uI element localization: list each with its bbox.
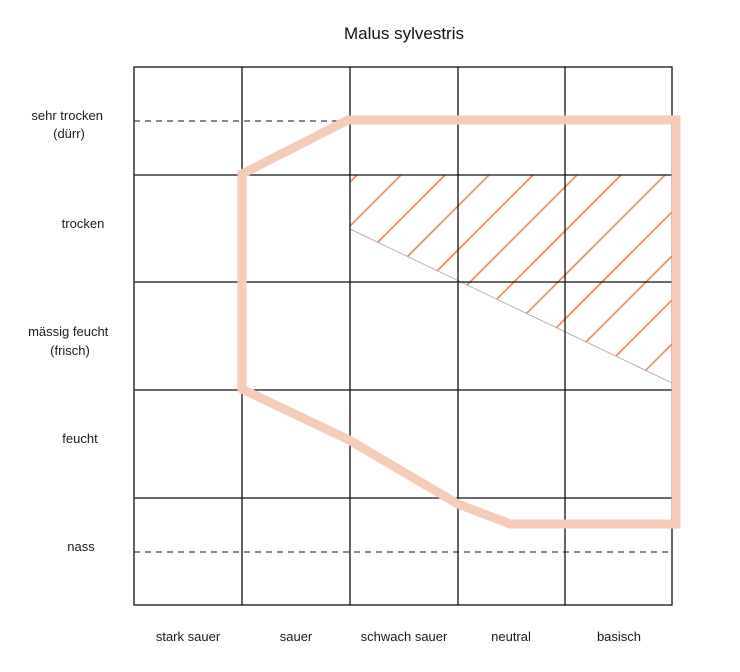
hatch-line <box>350 175 446 383</box>
col-label-neutral: neutral <box>491 629 531 644</box>
row-label-line: feucht <box>62 431 98 446</box>
hatch-line <box>350 175 534 383</box>
hatch-line <box>620 175 672 383</box>
row-label-maessig-feucht: mässig feucht (frisch) <box>28 324 112 358</box>
col-label-sauer: sauer <box>280 629 313 644</box>
row-label-feucht: feucht <box>62 431 98 446</box>
row-label-sehr-trocken: sehr trocken (dürr) <box>31 108 106 141</box>
hatch-line <box>444 175 666 383</box>
column-labels: stark sauer sauer schwach sauer neutral … <box>156 629 641 644</box>
optimum-hatch-area <box>5 175 672 395</box>
row-label-trocken: trocken <box>62 216 105 231</box>
hatch-line <box>532 175 672 383</box>
hatch-line <box>5 175 225 395</box>
diagram-title: Malus sylvestris <box>344 24 464 43</box>
hatch-line <box>49 175 269 395</box>
range-outline <box>237 115 681 529</box>
row-labels: sehr trocken (dürr) trocken mässig feuch… <box>28 108 112 554</box>
hatch-line <box>350 175 490 383</box>
hatch-line <box>350 175 358 383</box>
hatch-line <box>400 175 622 383</box>
row-label-line: mässig feucht <box>28 324 109 339</box>
hatch-line <box>576 175 672 383</box>
col-label-stark-sauer: stark sauer <box>156 629 221 644</box>
hatch-line <box>93 175 313 395</box>
hatch-line <box>350 175 402 383</box>
row-label-nass: nass <box>67 539 95 554</box>
row-label-line: trocken <box>62 216 105 231</box>
col-label-schwach-sauer: schwach sauer <box>361 629 448 644</box>
row-label-line: (dürr) <box>53 126 85 141</box>
grid <box>133 66 673 606</box>
optimum-boundary-line <box>349 228 673 384</box>
row-label-line: nass <box>67 539 95 554</box>
col-label-basisch: basisch <box>597 629 641 644</box>
row-label-line: sehr trocken <box>31 108 103 123</box>
row-label-line: (frisch) <box>50 343 90 358</box>
